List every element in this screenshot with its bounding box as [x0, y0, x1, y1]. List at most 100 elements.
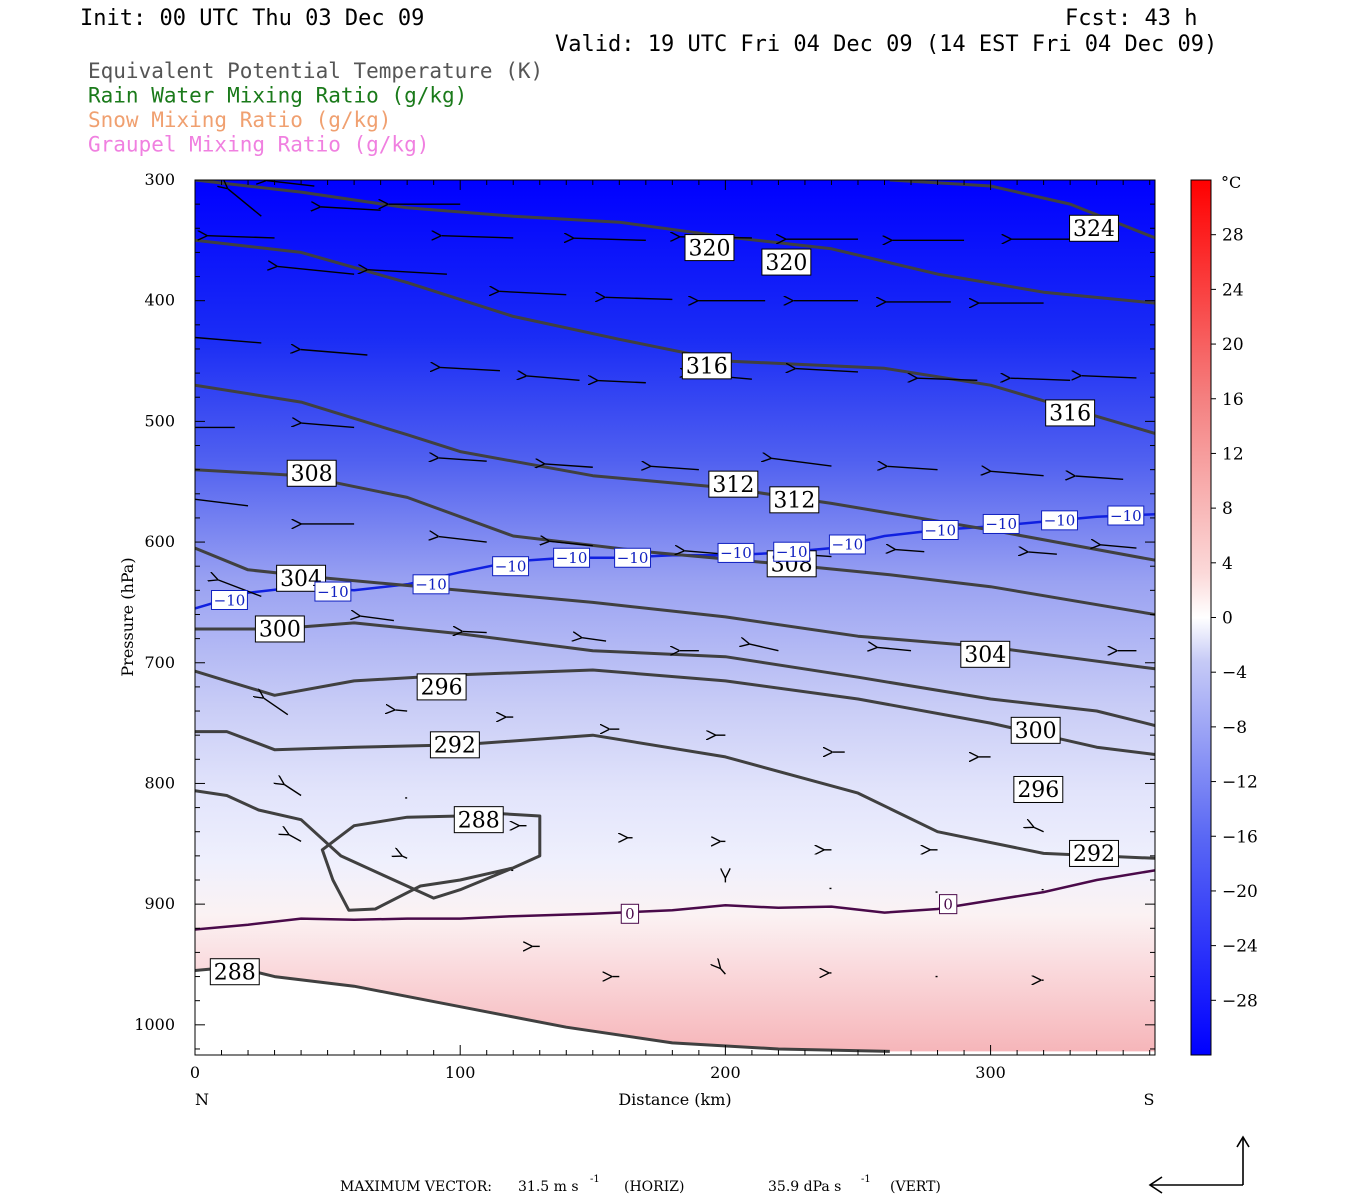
wind-vector — [598, 381, 646, 383]
isotherm-minus10-label-text: −10 — [214, 591, 246, 609]
theta-e-label: 292 — [429, 731, 480, 759]
theta-e-label: 324 — [1069, 214, 1119, 242]
theta-e-contour-320 — [195, 180, 1155, 305]
isotherm-minus10-label-text: −10 — [985, 515, 1017, 533]
x-tick-label: 300 — [975, 1063, 1006, 1082]
wind-vector — [1100, 545, 1137, 548]
colorbar-tick-label: −24 — [1222, 937, 1258, 957]
wind-vector — [582, 638, 607, 641]
theta-e-label: 312 — [708, 470, 759, 498]
theta-e-label-text: 292 — [434, 734, 476, 759]
wind-vector — [895, 550, 925, 552]
isotherm-minus10-label-text: −10 — [720, 544, 752, 562]
colorbar-tick-label: 16 — [1222, 390, 1244, 410]
wind-vector — [1028, 552, 1057, 554]
colorbar-unit: °C — [1221, 173, 1241, 192]
isotherm-minus10-label-box — [773, 541, 811, 562]
isotherm-minus10-label-text: −10 — [495, 557, 527, 575]
theta-e-contour-304 — [195, 546, 1155, 671]
theta-e-label-box — [1010, 716, 1061, 744]
theta-e-label-box — [1069, 839, 1119, 867]
isotherm-minus10-label: −10 — [553, 547, 591, 568]
x-end-label-right: S — [1144, 1090, 1155, 1109]
colorbar-tick-label: 12 — [1222, 444, 1244, 464]
horiz-exponent: -1 — [590, 1174, 600, 1185]
x-tick-label: 200 — [710, 1063, 741, 1082]
theta-e-label: 296 — [1013, 775, 1064, 803]
isotherm-minus10-label-box — [553, 547, 591, 568]
y-tick-label: 600 — [144, 532, 175, 551]
legend-item: Rain Water Mixing Ratio (g/kg) — [88, 84, 467, 108]
contour-label-layer: 2882882922922962963003003043043083083123… — [209, 214, 1145, 985]
isotherm-minus10-label: −10 — [211, 590, 248, 610]
theta-e-label-box — [1013, 775, 1064, 803]
theta-e-label-text: 320 — [765, 251, 807, 276]
wind-vector — [917, 378, 978, 380]
theta-e-label: 304 — [960, 640, 1011, 668]
wind-vector — [721, 969, 726, 975]
wind-vector — [368, 270, 447, 275]
vert-exponent: -1 — [861, 1174, 871, 1185]
isotherm-minus10-label-text: −10 — [415, 576, 447, 594]
isotherm-minus10-label: −10 — [614, 547, 652, 568]
isotherm-zero-label: 0 — [620, 903, 640, 924]
isotherm-minus10-label: −10 — [492, 556, 530, 577]
y-tick-label: 900 — [144, 894, 175, 913]
x-end-label-left: N — [195, 1090, 209, 1109]
isotherm-minus10-label: −10 — [828, 534, 866, 555]
wind-vector — [277, 266, 355, 275]
theta-e-label: 288 — [209, 958, 260, 985]
theta-e-label: 316 — [681, 352, 732, 380]
isotherm-minus10-label-text: −10 — [1110, 507, 1142, 525]
theta-e-label-box — [681, 352, 732, 380]
wind-vector — [195, 499, 249, 507]
wind-vector — [991, 471, 1044, 477]
theta-e-label-box — [769, 486, 820, 514]
theta-e-label-box — [684, 234, 735, 262]
isotherm-minus10-label: −10 — [314, 581, 352, 602]
theta-e-label-text: 292 — [1073, 842, 1115, 867]
y-tick-label: 800 — [144, 773, 175, 792]
wind-vector — [1081, 376, 1137, 378]
isotherm-minus10-label-box — [828, 534, 866, 555]
wind-vector — [264, 698, 289, 716]
theta-e-label-box — [1069, 214, 1119, 242]
theta-e-label-text: 288 — [458, 808, 500, 833]
theta-e-label-text: 300 — [1015, 719, 1057, 744]
colorbar-tick-label: −4 — [1222, 663, 1247, 683]
theta-e-label: 312 — [769, 486, 820, 514]
y-tick-label: 500 — [144, 411, 175, 430]
theta-e-label-text: 296 — [421, 676, 463, 701]
isotherm-zero-label-box — [620, 903, 640, 924]
wind-vector — [651, 466, 699, 469]
theta-e-label: 308 — [286, 459, 337, 487]
wind-vector — [360, 616, 394, 622]
colorbar-tick-label: −8 — [1222, 718, 1247, 738]
forecast-hour: Fcst: 43 h — [1065, 6, 1197, 31]
wind-vector — [1010, 378, 1071, 380]
colorbar-ticks: 28 24 20 16 12 8 4 0 −4 −8 −12 −16 −20 −24 −28 — [1211, 226, 1258, 1011]
isotherm-zero-label-text: 0 — [625, 905, 635, 923]
y-tick-label: 700 — [144, 653, 175, 672]
wind-vector — [574, 238, 646, 240]
isotherm-minus10-label: −10 — [412, 574, 450, 595]
isotherm-zero-label-box — [938, 894, 958, 915]
isotherm-minus10-label-box — [314, 581, 352, 602]
wind-vector — [1075, 476, 1124, 479]
temperature-shading — [195, 180, 1155, 1055]
x-tick-label: 100 — [445, 1063, 476, 1082]
wind-vector — [441, 236, 514, 238]
theta-e-label-text: 312 — [712, 473, 754, 498]
wind-vector — [218, 580, 262, 598]
wind-vector — [550, 541, 593, 547]
isotherm-zero-label: 0 — [938, 894, 958, 915]
theta-e-label: 320 — [684, 234, 735, 262]
theta-e-label-box — [254, 615, 305, 643]
field-legend: Equivalent Potential Temperature (K)Rain… — [88, 59, 543, 157]
max-vector-note: MAXIMUM VECTOR: 31.5 m s -1 (HORIZ) 35.9… — [340, 1174, 941, 1195]
y-axis-label: Pressure (hPa) — [118, 557, 137, 676]
wind-vector — [439, 458, 487, 461]
isotherm-minus10-label-box — [614, 547, 652, 568]
theta-e-label: 316 — [1045, 399, 1096, 427]
